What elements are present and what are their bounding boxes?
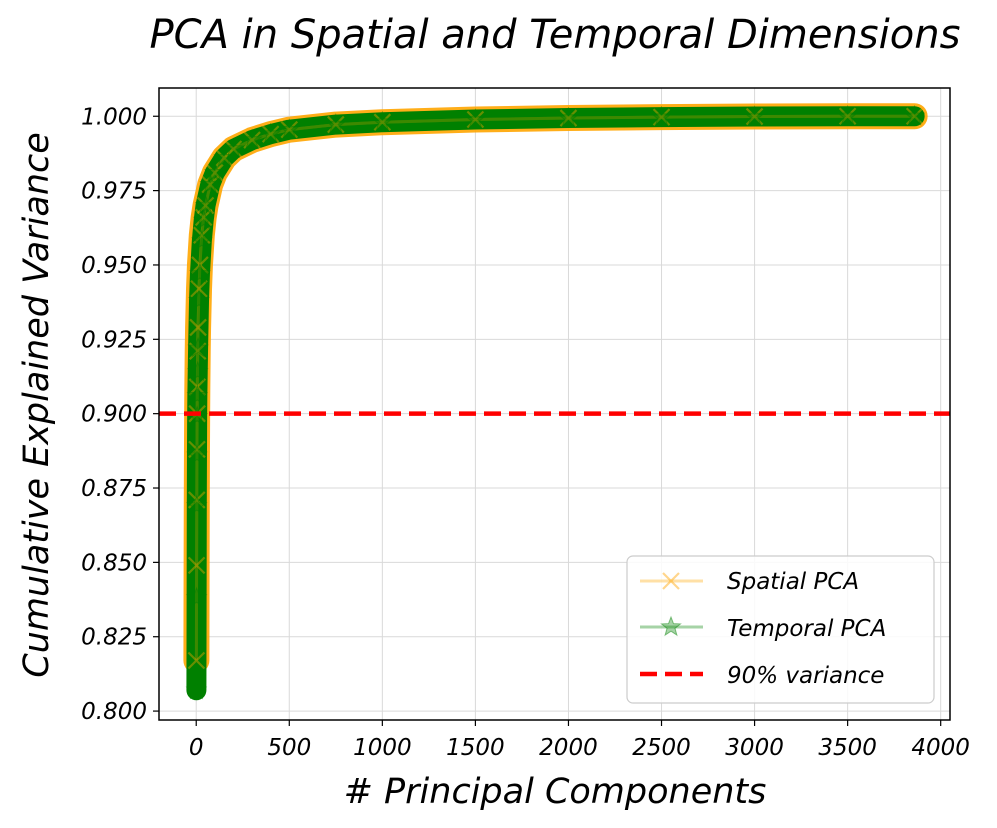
data-point-spatial-pca (190, 279, 208, 298)
y-tick-label: 0.975 (81, 179, 147, 205)
data-point-temporal-pca (186, 443, 208, 465)
data-point-temporal-pca (190, 229, 213, 251)
data-point-temporal-pca (743, 105, 766, 126)
data-point-temporal-pca (324, 113, 347, 134)
legend-entry-temporal: Temporal PCA (640, 615, 886, 642)
data-point-temporal-pca (903, 104, 926, 126)
x-tick-label: 0 (189, 735, 204, 761)
legend-label-reference: 90% variance (727, 663, 884, 689)
data-point-temporal-pca (185, 494, 208, 516)
plot-area (159, 103, 950, 701)
legend-label-temporal: Temporal PCA (727, 616, 886, 642)
x-axis-ticks: 0 500 1000 1500 2000 2500 3000 3500 4000 (189, 720, 970, 761)
x-tick-label: 500 (267, 735, 311, 761)
x-tick-label: 1000 (353, 735, 412, 761)
data-point-temporal-pca (185, 586, 208, 608)
data-point-spatial-pca (188, 491, 206, 509)
data-point-temporal-pca (259, 122, 282, 144)
legend-entry-reference: 90% variance (640, 663, 884, 689)
x-tick-label: 3500 (818, 735, 877, 761)
data-point-spatial-pca (187, 651, 206, 670)
y-tick-label: 0.825 (81, 625, 147, 651)
y-tick-label: 0.850 (81, 550, 147, 576)
data-point-temporal-pca (557, 106, 580, 128)
y-axis-ticks: 0.800 0.825 0.850 0.875 0.900 0.925 0.950 0.975… (81, 104, 159, 725)
data-point-temporal-pca (278, 118, 301, 139)
data-point-spatial-pca (188, 440, 206, 459)
x-tick-label: 1500 (446, 735, 505, 761)
data-point-temporal-pca (464, 108, 487, 129)
legend-marker-star-icon (660, 615, 682, 637)
x-tick-label: 2000 (539, 735, 598, 761)
data-point-spatial-pca (187, 556, 206, 575)
data-point-temporal-pca (650, 105, 673, 127)
x-tick-label: 2500 (632, 735, 691, 761)
y-tick-label: 1.000 (81, 104, 147, 130)
plot-frame (158, 87, 951, 721)
y-tick-label: 0.925 (81, 327, 147, 353)
data-point-temporal-pca (222, 137, 245, 159)
y-tick-label: 0.900 (81, 402, 147, 428)
data-point-temporal-pca (189, 262, 211, 284)
legend-box (626, 555, 935, 704)
chart-title: PCA in Spatial and Temporal Dimensions (150, 12, 961, 58)
legend-label-spatial: Spatial PCA (727, 569, 859, 595)
legend-entry-spatial: Spatial PCA (640, 569, 859, 595)
x-tick-label: 3000 (725, 735, 784, 761)
data-point-temporal-pca (241, 128, 263, 150)
y-tick-label: 0.950 (81, 253, 147, 279)
x-axis-label: # Principal Components (344, 772, 767, 812)
data-point-temporal-pca (194, 194, 217, 215)
x-tick-label: 4000 (911, 735, 970, 761)
legend-marker-x-icon (662, 572, 680, 590)
data-point-spatial-pca (189, 318, 207, 337)
data-point-temporal-pca (185, 678, 208, 700)
y-axis-label: Cumulative Explained Variance (17, 132, 57, 678)
data-point-temporal-pca (187, 336, 209, 358)
data-point-temporal-pca (188, 289, 210, 310)
data-point-spatial-pca (193, 226, 211, 244)
data-point-temporal-pca (199, 173, 222, 194)
y-tick-label: 0.875 (81, 476, 147, 502)
data-point-temporal-pca (186, 360, 209, 382)
data-point-temporal-pca (203, 161, 226, 183)
y-tick-label: 0.800 (81, 699, 147, 725)
data-point-temporal-pca (836, 104, 859, 126)
data-point-temporal-pca (192, 208, 215, 230)
legend: Spatial PCA Temporal PCA 90% variance (626, 555, 935, 704)
data-point-temporal-pca (371, 110, 394, 132)
data-point-temporal-pca (186, 384, 209, 406)
